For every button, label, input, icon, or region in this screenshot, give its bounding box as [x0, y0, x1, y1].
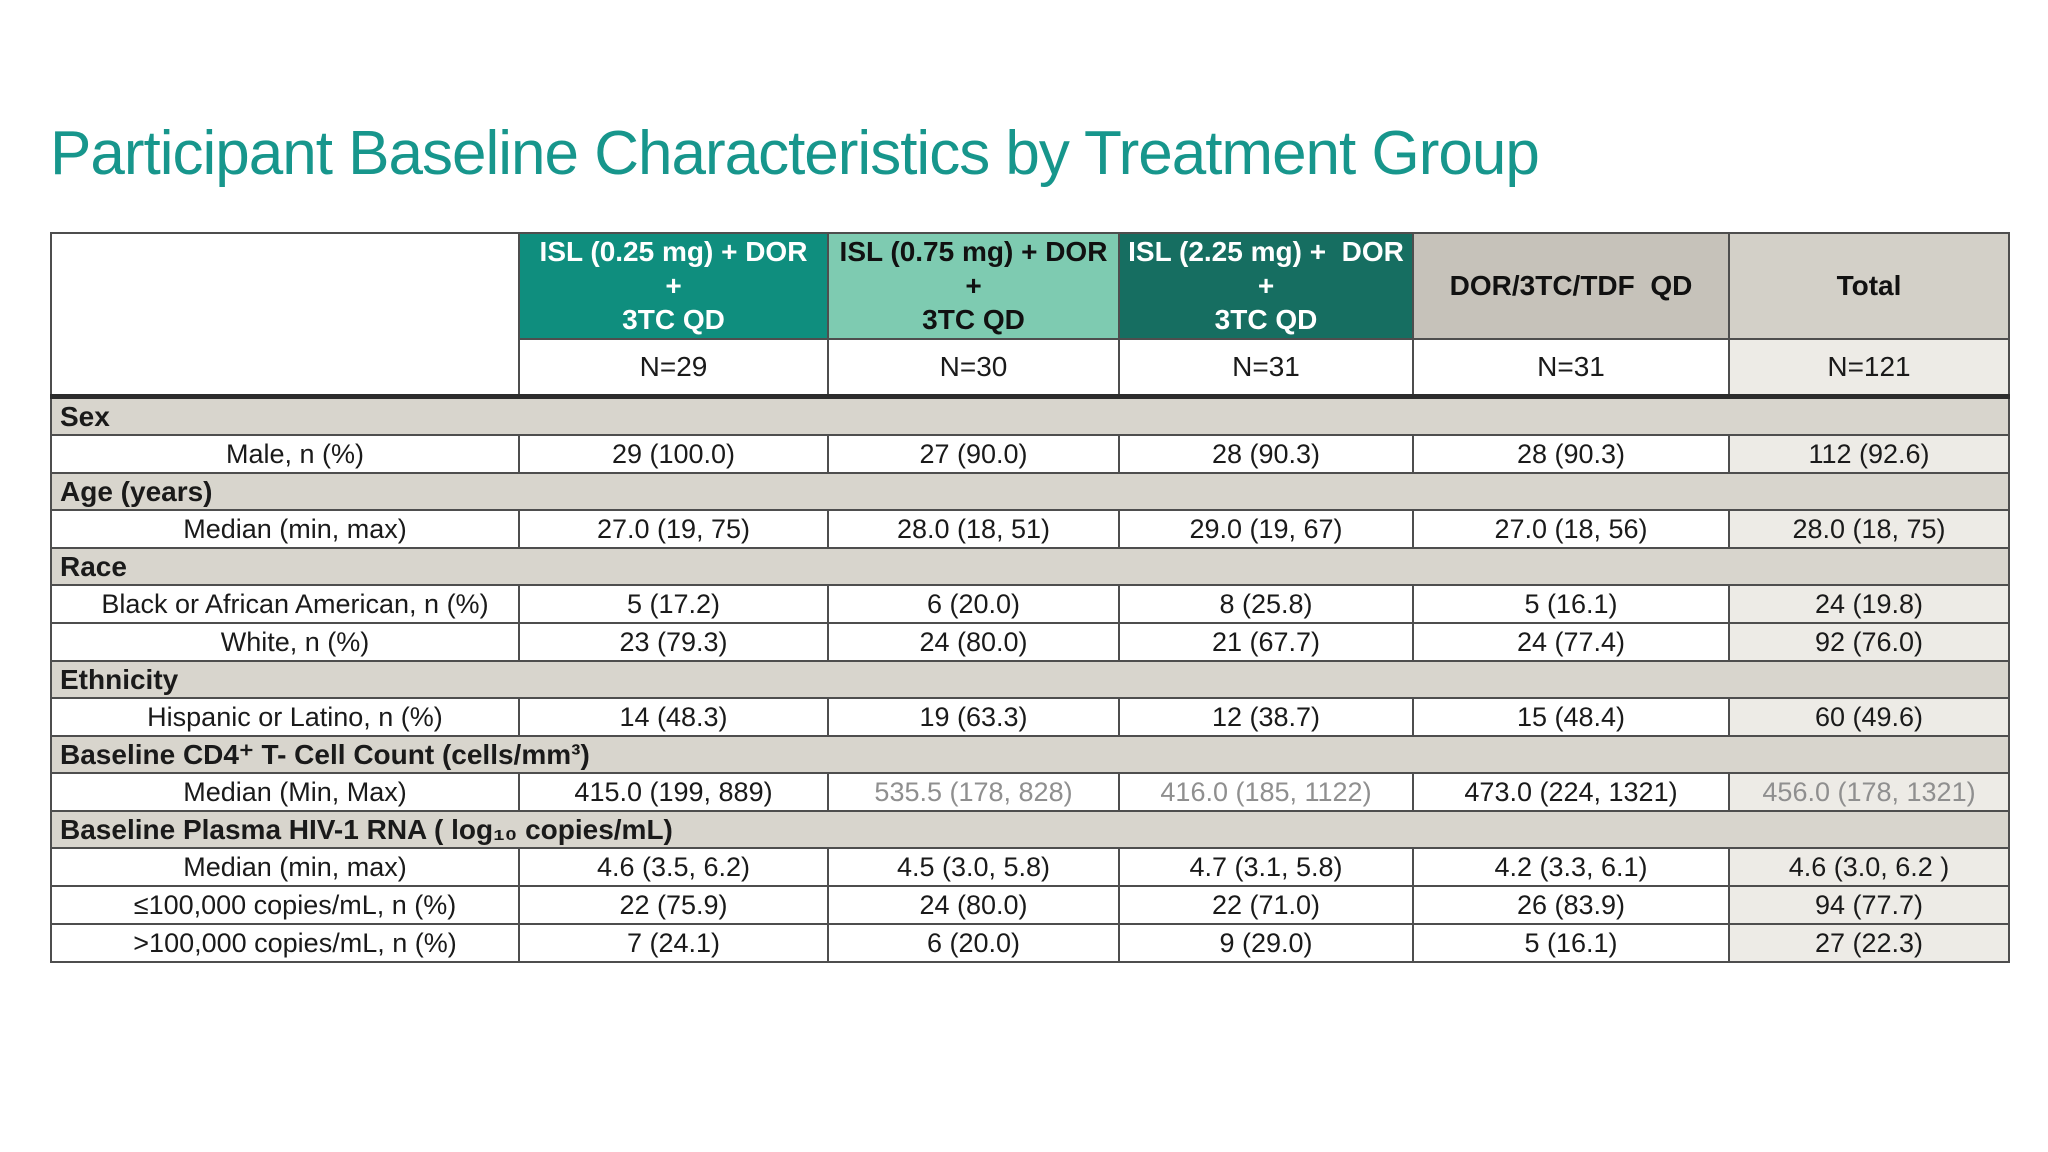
value-cell: 4.6 (3.5, 6.2): [518, 847, 829, 888]
value-cell: 28 (90.3): [1118, 434, 1414, 475]
value-cell: 24 (80.0): [827, 885, 1120, 926]
row-label: Median (min, max): [50, 847, 520, 888]
section-header: Baseline CD4⁺ T- Cell Count (cells/mm³): [50, 735, 2010, 775]
row-label: White, n (%): [50, 622, 520, 663]
value-cell: 28.0 (18, 75): [1728, 509, 2010, 550]
value-cell: 94 (77.7): [1728, 885, 2010, 926]
row-label: Hispanic or Latino, n (%): [50, 697, 520, 738]
value-cell: 4.2 (3.3, 6.1): [1412, 847, 1730, 888]
table-row: Median (Min, Max) 415.0 (199, 889) 535.5 (…: [50, 772, 2010, 813]
section-row: Race: [50, 547, 2010, 587]
row-label: Male, n (%): [50, 434, 520, 475]
value-cell: 5 (16.1): [1412, 584, 1730, 625]
section-row: Baseline CD4⁺ T- Cell Count (cells/mm³): [50, 735, 2010, 775]
value-cell: 4.6 (3.0, 6.2 ): [1728, 847, 2010, 888]
value-cell: 473.0 (224, 1321): [1412, 772, 1730, 813]
column-header-4: Total: [1728, 231, 2010, 341]
row-label: >100,000 copies/mL, n (%): [50, 923, 520, 964]
value-cell: 6 (20.0): [827, 923, 1120, 964]
page-title: Participant Baseline Characteristics by …: [50, 118, 1540, 188]
value-cell: 5 (16.1): [1412, 923, 1730, 964]
corner-cell: [50, 232, 520, 400]
value-cell: 24 (19.8): [1728, 584, 2010, 625]
row-label: Median (min, max): [50, 509, 520, 550]
value-cell: 456.0 (178, 1321): [1728, 772, 2010, 813]
value-cell: 7 (24.1): [518, 923, 829, 964]
baseline-table-container: ISL (0.25 mg) + DOR + 3TC QD ISL (0.75 mg…: [50, 231, 2010, 964]
value-cell: 27.0 (19, 75): [518, 509, 829, 550]
value-cell: 15 (48.4): [1412, 697, 1730, 738]
value-cell: 9 (29.0): [1118, 923, 1414, 964]
value-cell: 415.0 (199, 889): [518, 772, 829, 813]
value-cell: 24 (80.0): [827, 622, 1120, 663]
value-cell: 416.0 (185, 1122): [1118, 772, 1414, 813]
table-row: >100,000 copies/mL, n (%) 7 (24.1) 6 (20.0…: [50, 923, 2010, 964]
value-cell: 29.0 (19, 67): [1118, 509, 1414, 550]
column-header-2: ISL (2.25 mg) + DOR + 3TC QD: [1118, 231, 1414, 341]
section-row: Sex: [50, 395, 2010, 437]
value-cell: 5 (17.2): [518, 584, 829, 625]
baseline-table: ISL (0.25 mg) + DOR + 3TC QD ISL (0.75 mg…: [50, 231, 2010, 964]
section-row: Ethnicity: [50, 660, 2010, 700]
value-cell: 22 (71.0): [1118, 885, 1414, 926]
section-header: Sex: [50, 395, 2010, 437]
value-cell: 26 (83.9): [1412, 885, 1730, 926]
table-row: Hispanic or Latino, n (%) 14 (48.3) 19 (63…: [50, 697, 2010, 738]
value-cell: 23 (79.3): [518, 622, 829, 663]
value-cell: 27 (90.0): [827, 434, 1120, 475]
section-row: Age (years): [50, 472, 2010, 512]
row-label: ≤100,000 copies/mL, n (%): [50, 885, 520, 926]
table-row: Black or African American, n (%) 5 (17.2)…: [50, 584, 2010, 625]
value-cell: 92 (76.0): [1728, 622, 2010, 663]
value-cell: 24 (77.4): [1412, 622, 1730, 663]
row-label: Black or African American, n (%): [50, 584, 520, 625]
value-cell: 27 (22.3): [1728, 923, 2010, 964]
column-header-0: ISL (0.25 mg) + DOR + 3TC QD: [518, 231, 829, 341]
value-cell: 27.0 (18, 56): [1412, 509, 1730, 550]
table-row: Male, n (%) 29 (100.0) 27 (90.0) 28 (90.3) 2…: [50, 434, 2010, 475]
column-header-1: ISL (0.75 mg) + DOR + 3TC QD: [827, 231, 1120, 341]
value-cell: 19 (63.3): [827, 697, 1120, 738]
value-cell: 28 (90.3): [1412, 434, 1730, 475]
value-cell: 12 (38.7): [1118, 697, 1414, 738]
value-cell: 6 (20.0): [827, 584, 1120, 625]
section-header: Ethnicity: [50, 660, 2010, 700]
n-count-cell-2: N=31: [1118, 338, 1414, 400]
section-header: Age (years): [50, 472, 2010, 512]
table-row: Median (min, max) 27.0 (19, 75) 28.0 (18, …: [50, 509, 2010, 550]
table-row: White, n (%) 23 (79.3) 24 (80.0) 21 (67.7) 2…: [50, 622, 2010, 663]
value-cell: 4.5 (3.0, 5.8): [827, 847, 1120, 888]
section-header: Baseline Plasma HIV-1 RNA ( log₁₀ copies…: [50, 810, 2010, 850]
row-label: Median (Min, Max): [50, 772, 520, 813]
n-count-cell-3: N=31: [1412, 338, 1730, 400]
value-cell: 29 (100.0): [518, 434, 829, 475]
value-cell: 112 (92.6): [1728, 434, 2010, 475]
section-row: Baseline Plasma HIV-1 RNA ( log₁₀ copies…: [50, 810, 2010, 850]
value-cell: 535.5 (178, 828): [827, 772, 1120, 813]
column-header-3: DOR/3TC/TDF QD: [1412, 231, 1730, 341]
value-cell: 22 (75.9): [518, 885, 829, 926]
n-count-cell-4: N=121: [1728, 338, 2010, 400]
value-cell: 8 (25.8): [1118, 584, 1414, 625]
value-cell: 28.0 (18, 51): [827, 509, 1120, 550]
value-cell: 60 (49.6): [1728, 697, 2010, 738]
n-count-cell-0: N=29: [518, 338, 829, 400]
section-header: Race: [50, 547, 2010, 587]
table-row: ≤100,000 copies/mL, n (%) 22 (75.9) 24 (80…: [50, 885, 2010, 926]
value-cell: 21 (67.7): [1118, 622, 1414, 663]
value-cell: 4.7 (3.1, 5.8): [1118, 847, 1414, 888]
n-count-cell-1: N=30: [827, 338, 1120, 400]
value-cell: 14 (48.3): [518, 697, 829, 738]
table-row: Median (min, max) 4.6 (3.5, 6.2) 4.5 (3.0,…: [50, 847, 2010, 888]
